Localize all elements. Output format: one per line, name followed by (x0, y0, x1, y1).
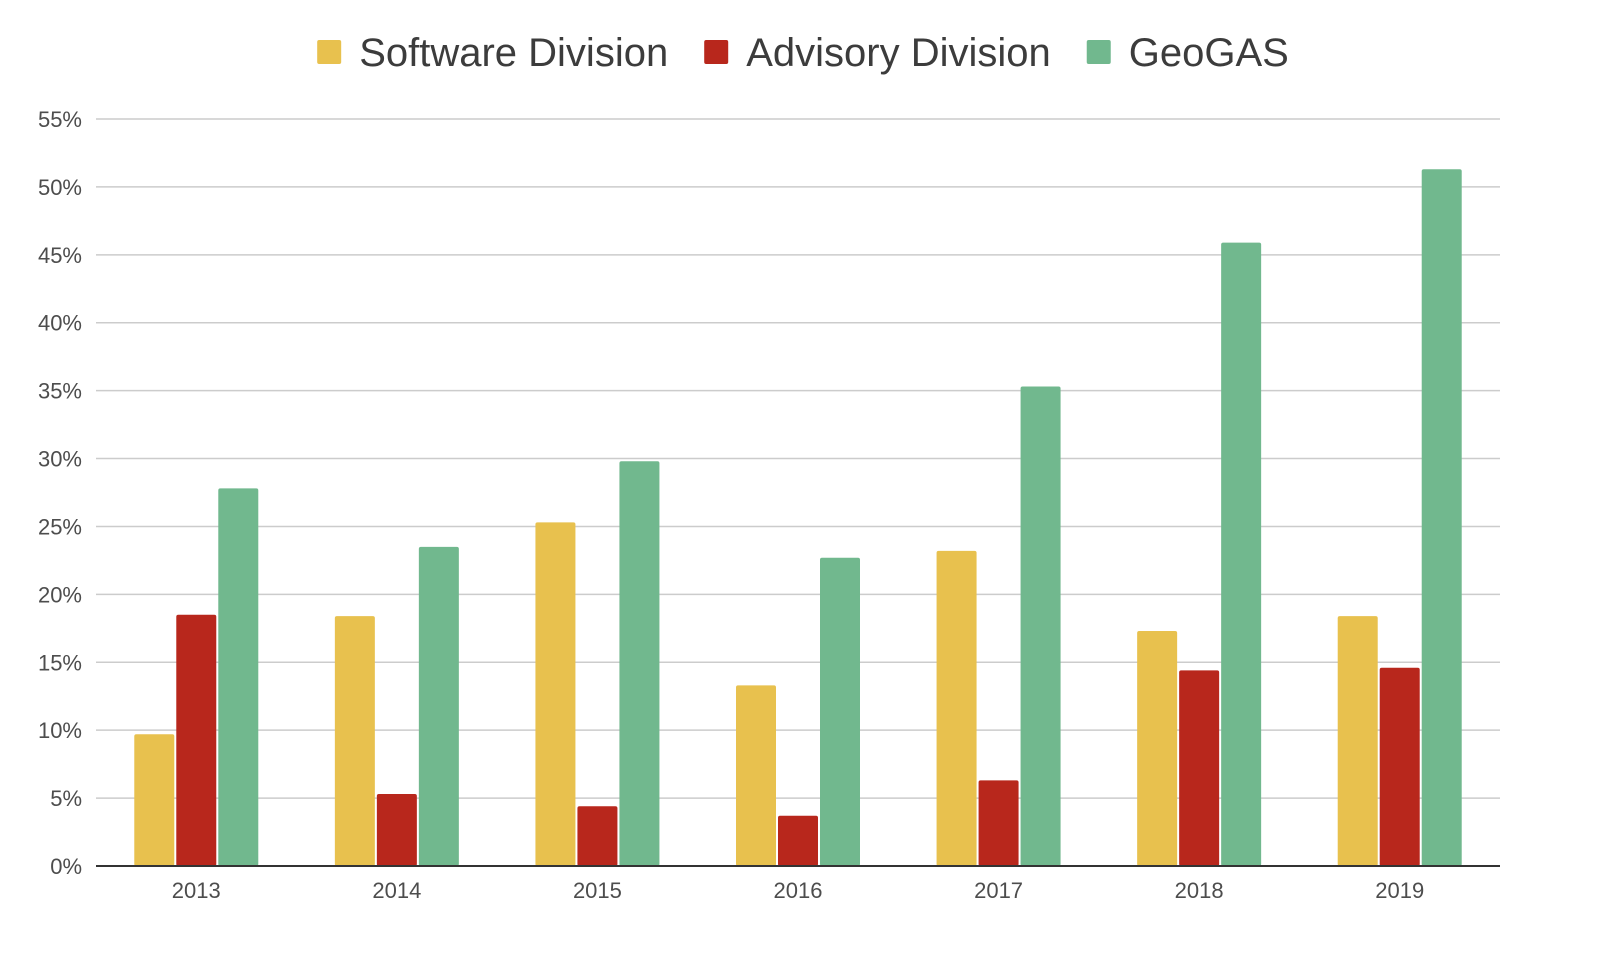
bar-advisory-division-2013[interactable] (176, 614, 217, 866)
bar-software-division-2014[interactable] (334, 616, 375, 866)
y-tick-label: 20% (38, 582, 82, 607)
x-tick-label: 2015 (573, 878, 622, 903)
y-axis-ticks: 0% 5% 10% 15% 20% 25% 30% 35% 40% 45% 50% 55% (38, 107, 82, 879)
legend-label: Advisory Division (746, 31, 1051, 75)
bar-software-division-2019[interactable] (1337, 616, 1378, 866)
bar-software-division-2015[interactable] (535, 522, 576, 866)
bar-geogas-2014[interactable] (418, 546, 459, 866)
y-tick-label: 10% (38, 718, 82, 743)
x-tick-label: 2018 (1175, 878, 1224, 903)
x-tick-label: 2017 (974, 878, 1023, 903)
legend-swatch (1086, 40, 1111, 64)
legend-label: GeoGAS (1129, 31, 1289, 75)
legend-item-geogas[interactable]: GeoGAS (1086, 31, 1289, 75)
legend-item-software-division[interactable]: Software Division (317, 31, 668, 75)
y-tick-label: 5% (50, 786, 82, 811)
legend-item-advisory-division[interactable]: Advisory Division (704, 31, 1051, 75)
bar-software-division-2017[interactable] (936, 550, 977, 866)
legend-swatch (704, 40, 729, 64)
bar-advisory-division-2018[interactable] (1179, 670, 1220, 866)
bar-advisory-division-2016[interactable] (778, 815, 818, 866)
bar-geogas-2016[interactable] (820, 557, 860, 866)
gridlines (96, 118, 1500, 799)
y-tick-label: 25% (38, 514, 82, 539)
x-tick-label: 2013 (172, 878, 221, 903)
y-tick-label: 45% (38, 243, 82, 268)
bar-geogas-2018[interactable] (1221, 242, 1262, 866)
bar-geogas-2015[interactable] (619, 461, 660, 866)
y-tick-label: 0% (50, 854, 82, 879)
y-tick-label: 35% (38, 379, 82, 404)
x-tick-label: 2016 (774, 878, 823, 903)
legend: Software Division Advisory Division GeoGAS (317, 31, 1289, 75)
y-tick-label: 15% (38, 650, 82, 675)
x-tick-label: 2019 (1375, 878, 1424, 903)
bar-advisory-division-2017[interactable] (978, 780, 1019, 866)
y-tick-label: 50% (38, 175, 82, 200)
bar-software-division-2013[interactable] (134, 734, 175, 866)
y-tick-label: 30% (38, 447, 82, 472)
x-axis-ticks: 2013 2014 2015 2016 2017 2018 2019 (172, 878, 1424, 903)
x-tick-label: 2014 (372, 878, 421, 903)
bar-advisory-division-2014[interactable] (376, 794, 417, 866)
y-tick-label: 40% (38, 311, 82, 336)
bar-software-division-2016[interactable] (736, 685, 776, 866)
bar-geogas-2019[interactable] (1421, 169, 1462, 866)
bar-geogas-2013[interactable] (218, 488, 259, 866)
bar-software-division-2018[interactable] (1137, 631, 1178, 866)
bars (134, 169, 1462, 866)
bar-advisory-division-2015[interactable] (577, 806, 618, 866)
y-tick-label: 55% (38, 107, 82, 132)
bar-geogas-2017[interactable] (1020, 386, 1061, 866)
legend-label: Software Division (359, 31, 668, 75)
bar-advisory-division-2019[interactable] (1379, 667, 1420, 866)
legend-swatch (317, 40, 342, 64)
